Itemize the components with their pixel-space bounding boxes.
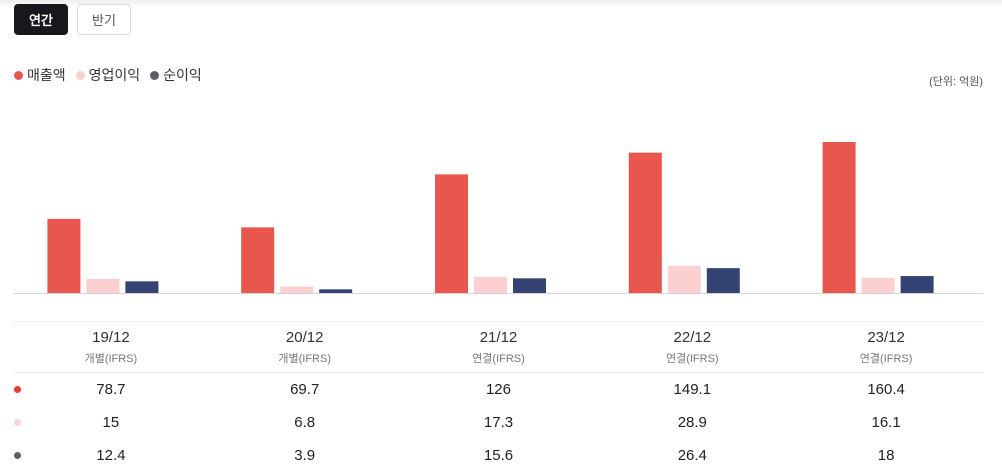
chart-legend: 매출액 영업이익 순이익 — [14, 65, 202, 85]
bar-21-12-series-1[interactable] — [474, 276, 507, 293]
value-cell: 12.4 — [96, 446, 126, 464]
period-column: 23/12 연결(IFRS) — [789, 328, 983, 366]
period-basis: 연결(IFRS) — [859, 353, 913, 365]
period-basis: 연결(IFRS) — [665, 353, 719, 365]
period-header-row: 19/12 개별(IFRS) 20/12 개별(IFRS) 21/12 연결(IFRS) 2… — [14, 328, 983, 366]
value-cell: 17.3 — [483, 413, 514, 431]
bar-23-12-series-2[interactable] — [900, 276, 934, 293]
bar-22-12-series-2[interactable] — [706, 268, 740, 293]
table-divider-top — [14, 321, 983, 322]
value-cell: 6.8 — [294, 413, 316, 431]
tab-annual[interactable]: 연간 — [14, 4, 68, 35]
period-column: 21/12 연결(IFRS) — [402, 328, 596, 366]
data-row-revenue: 78.7 69.7 126 149.1 160.4 — [14, 375, 983, 403]
bar-chart — [14, 142, 983, 294]
bar-21-12-series-2[interactable] — [513, 278, 546, 293]
period-column: 19/12 개별(IFRS) — [14, 328, 208, 366]
row-marker-net-income — [14, 452, 21, 459]
bar-20-12-series-0[interactable] — [241, 227, 275, 293]
legend-label-net-income: 순이익 — [163, 67, 202, 83]
value-cell: 160.4 — [867, 380, 905, 398]
bar-22-12-series-0[interactable] — [628, 152, 662, 293]
legend-item-revenue: 매출액 — [14, 65, 66, 85]
value-cell: 15 — [102, 413, 120, 431]
bar-22-12-series-1[interactable] — [667, 265, 701, 293]
legend-item-net-income: 순이익 — [150, 65, 202, 85]
legend-item-operating-profit: 영업이익 — [75, 65, 141, 85]
value-cell: 126 — [485, 380, 511, 398]
period-label: 21/12 — [479, 329, 518, 346]
bar-23-12-series-0[interactable] — [822, 142, 856, 293]
value-cell: 15.6 — [483, 446, 514, 464]
value-cell: 26.4 — [677, 446, 707, 464]
value-cell: 16.1 — [871, 413, 901, 431]
value-cell: 78.7 — [96, 380, 126, 398]
top-shadow — [0, 0, 1002, 8]
period-column: 22/12 연결(IFRS) — [595, 328, 789, 366]
bar-19-12-series-0[interactable] — [47, 218, 81, 293]
period-label: 20/12 — [285, 329, 324, 346]
bar-21-12-series-0[interactable] — [435, 174, 468, 293]
legend-dot-operating-profit — [75, 70, 85, 80]
period-basis: 개별(IFRS) — [84, 353, 138, 365]
row-marker-revenue — [14, 386, 21, 393]
legend-label-revenue: 매출액 — [27, 67, 66, 83]
value-cell: 69.7 — [290, 380, 320, 398]
legend-dot-net-income — [150, 70, 160, 80]
bar-20-12-series-2[interactable] — [319, 289, 353, 293]
period-basis: 연결(IFRS) — [472, 353, 525, 365]
value-cell: 28.9 — [677, 413, 707, 431]
table-divider-header — [14, 372, 983, 373]
data-row-net-income: 12.4 3.9 15.6 26.4 18 — [14, 441, 983, 469]
period-label: 19/12 — [92, 329, 130, 346]
tab-half-year[interactable]: 반기 — [77, 4, 131, 35]
bar-19-12-series-1[interactable] — [86, 278, 120, 293]
data-row-operating-profit: 15 6.8 17.3 28.9 16.1 — [14, 408, 983, 436]
value-cell: 3.9 — [294, 446, 316, 464]
bar-20-12-series-1[interactable] — [280, 286, 314, 293]
period-basis: 개별(IFRS) — [278, 353, 331, 365]
row-marker-operating-profit — [14, 419, 21, 426]
period-label: 22/12 — [673, 329, 712, 346]
value-cell: 149.1 — [673, 380, 712, 398]
legend-label-operating-profit: 영업이익 — [88, 67, 141, 83]
period-tabs: 연간 반기 — [14, 4, 131, 35]
bar-19-12-series-2[interactable] — [125, 281, 159, 293]
legend-dot-revenue — [14, 70, 23, 80]
unit-label: (단위: 억원) — [929, 76, 983, 88]
period-label: 23/12 — [867, 329, 905, 346]
bar-23-12-series-1[interactable] — [861, 277, 895, 293]
value-cell: 18 — [877, 446, 895, 464]
period-column: 20/12 개별(IFRS) — [208, 328, 402, 366]
